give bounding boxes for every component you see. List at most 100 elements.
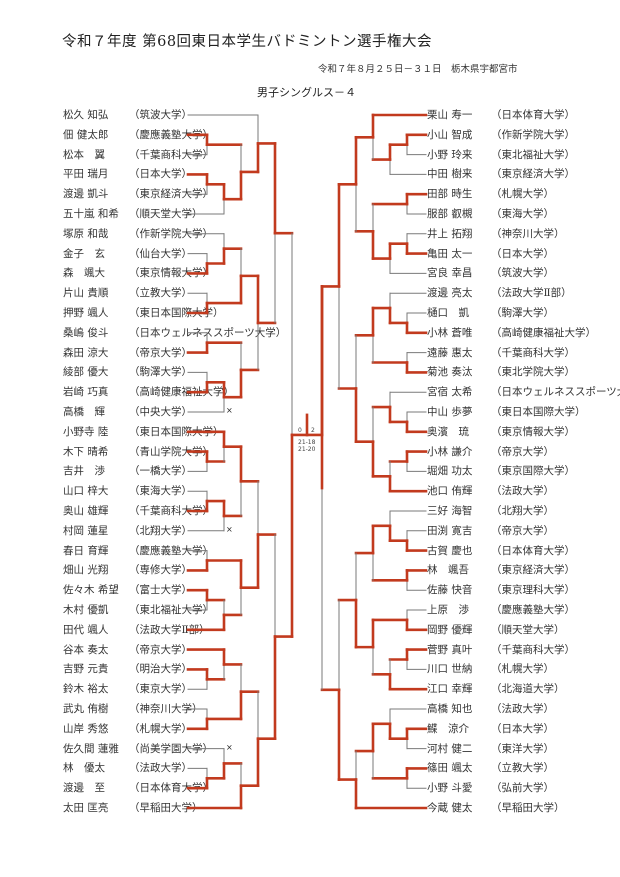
player-school: （日本ウェルネススポーツ大学）: [491, 386, 620, 399]
player-name: 松本 翼: [63, 148, 105, 161]
left-player-row: 春日 育輝 （慶應義塾大学）: [63, 542, 213, 560]
right-player-row: 中田 樹来 （東京経済大学）: [427, 165, 575, 183]
player-name: 井上 拓翔: [427, 227, 473, 240]
left-player-row: 桑嶋 俊斗 （日本ウェルネススポーツ大学）: [63, 324, 286, 342]
left-player-row: 山口 梓大 （東海大学）: [63, 482, 192, 500]
right-player-row: 宮良 幸昌 （筑波大学）: [427, 264, 554, 282]
player-school: （北翔大学）: [491, 505, 554, 517]
date-venue: 令和７年８月２５日－３１日 栃木県宇都宮市: [318, 64, 518, 75]
player-name: 佐々木 希望: [63, 584, 119, 597]
player-name: 小林 謙介: [427, 445, 473, 458]
player-name: 岡野 優輝: [427, 623, 473, 636]
player-name: 小山 智成: [427, 128, 473, 141]
left-player-row: 木下 晴希 （青山学院大学）: [63, 443, 213, 461]
player-school: （東海大学）: [491, 208, 554, 220]
left-player-row: 佐々木 希望 （富士大学）: [63, 581, 192, 599]
player-school: （順天堂大学）: [129, 208, 203, 220]
left-player-row: 渡邊 凱斗 （東京経済大学）: [63, 185, 213, 203]
player-name: 池口 侑輝: [427, 485, 473, 498]
right-player-row: 佐藤 快音 （東京理科大学）: [427, 581, 575, 599]
player-name: 高橋 輝: [63, 406, 105, 418]
left-player-row: 森 颯大 （東京情報大学）: [63, 264, 213, 282]
player-name: 中山 歩夢: [427, 406, 473, 418]
player-school: （東京理科大学）: [491, 584, 575, 597]
player-school: （高崎健康福祉大学）: [491, 326, 596, 339]
right-player-row: 今蔵 健太 （早稲田大学）: [427, 799, 565, 817]
player-name: 亀田 太一: [427, 247, 473, 260]
player-school: （帝京大学）: [491, 524, 554, 537]
player-name: 片山 貴順: [63, 287, 109, 300]
player-school: （帝京大学）: [129, 643, 192, 656]
player-name: 桑嶋 俊斗: [63, 326, 109, 339]
player-school: （神奈川大学）: [129, 703, 203, 715]
left-player-row: 谷本 奏太 （帝京大学）: [63, 641, 192, 659]
final-right-games: 2: [311, 427, 315, 434]
player-name: 小野寺 陸: [63, 425, 109, 438]
player-school: （日本ウェルネススポーツ大学）: [129, 326, 287, 339]
player-name: 春日 育輝: [63, 544, 109, 557]
player-school: （日本体育大学）: [129, 782, 213, 795]
left-player-row: 木村 優凱 （東北福祉大学）: [63, 601, 213, 619]
player-name: 平田 瑞月: [63, 168, 109, 181]
player-name: 森田 涼大: [63, 346, 109, 359]
player-school: （日本体育大学）: [491, 544, 575, 557]
right-player-row: 渡邊 亮太 （法政大学Ⅱ部）: [427, 284, 572, 302]
player-school: （作新学院大学）: [491, 128, 575, 141]
right-player-row: 堀畑 功太 （東京国際大学）: [427, 462, 575, 480]
right-player-row: 田渕 寛吉 （帝京大学）: [427, 522, 554, 540]
player-name: 田部 時生: [427, 188, 473, 201]
player-name: 服部 叡槻: [427, 208, 473, 220]
right-player-row: 高橋 知也 （法政大学）: [427, 700, 554, 718]
left-player-row: 林 優太 （法政大学）: [63, 759, 192, 777]
right-player-row: 亀田 太一 （日本大学）: [427, 245, 554, 263]
player-school: （法政大学）: [129, 762, 192, 775]
left-player-row: 畑山 光翔 （専修大学）: [63, 561, 192, 579]
right-player-row: 中山 歩夢 （東日本国際大学）: [427, 403, 586, 421]
player-name: 三好 海智: [427, 505, 473, 517]
player-school: （日本大学）: [491, 247, 554, 260]
left-player-row: 田代 颯人 （法政大学Ⅱ部）: [63, 621, 210, 639]
right-player-row: 小野 斗愛 （弘前大学）: [427, 779, 554, 797]
left-player-row: 鈴木 裕太 （東京大学）: [63, 680, 192, 698]
player-name: 谷本 奏太: [63, 643, 109, 656]
right-player-row: 樋口 凱 （駒澤大学）: [427, 304, 554, 322]
left-player-row: 武丸 侑樹 （神奈川大学）: [63, 700, 203, 718]
player-name: 佃 健太郎: [63, 128, 109, 141]
left-player-row: 塚原 和哉 （作新学院大学）: [63, 225, 213, 243]
player-name: 森 颯大: [63, 267, 105, 280]
player-school: （東京国際大学）: [491, 465, 575, 478]
right-player-row: 井上 拓翔 （神奈川大学）: [427, 225, 565, 243]
player-school: （札幌大学）: [129, 722, 192, 735]
player-school: （慶應義塾大学）: [129, 544, 213, 557]
player-name: 田渕 寛吉: [427, 524, 473, 537]
player-school: （帝京大学）: [491, 445, 554, 458]
right-player-row: 小林 蒼唯 （高崎健康福祉大学）: [427, 324, 596, 342]
player-school: （札幌大学）: [491, 663, 554, 676]
right-player-row: 小林 謙介 （帝京大学）: [427, 443, 554, 461]
left-player-row: 渡邊 至 （日本体育大学）: [63, 779, 213, 797]
player-name: 菊池 奏汰: [427, 366, 473, 379]
right-player-row: 菊池 奏汰 （東北学院大学）: [427, 363, 575, 381]
player-school: （早稲田大学）: [129, 802, 203, 814]
left-player-row: 太田 匡亮 （早稲田大学）: [63, 799, 203, 817]
player-name: 塚原 和哉: [63, 227, 109, 240]
player-name: 江口 幸輝: [427, 683, 473, 696]
final-left-games: 0: [298, 427, 302, 434]
player-school: （一橋大学）: [129, 465, 192, 478]
player-school: （慶應義塾大学）: [491, 604, 575, 616]
left-player-row: 五十嵐 和希 （順天堂大学）: [63, 205, 203, 223]
player-school: （東北福祉大学）: [129, 604, 213, 616]
player-school: （日本大学）: [129, 168, 192, 181]
player-name: 鈴木 裕太: [63, 683, 109, 696]
right-player-row: 鰈 涼介 （日本大学）: [427, 720, 554, 738]
left-player-row: 金子 玄 （仙台大学）: [63, 245, 192, 263]
player-school: （東日本国際大学）: [129, 425, 224, 438]
player-school: （東京情報大学）: [491, 425, 575, 438]
left-player-row: 松久 知弘 （筑波大学）: [63, 106, 192, 124]
player-school: （弘前大学）: [491, 782, 554, 795]
right-player-row: 小野 玲来 （東北福祉大学）: [427, 146, 575, 164]
player-name: 山岸 秀悠: [63, 722, 109, 735]
right-player-row: 池口 侑輝 （法政大学）: [427, 482, 554, 500]
left-player-row: 村岡 蓮星 （北翔大学）: [63, 522, 192, 540]
player-name: 五十嵐 和希: [63, 208, 119, 220]
